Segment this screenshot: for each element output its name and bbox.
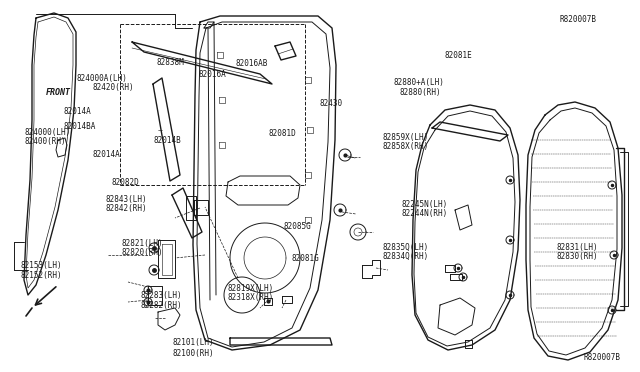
Text: 82014A: 82014A (64, 107, 92, 116)
Text: 82245N(LH): 82245N(LH) (402, 200, 448, 209)
Text: 824000(LH): 824000(LH) (24, 128, 70, 137)
Text: 82244N(RH): 82244N(RH) (402, 209, 448, 218)
Text: 82831(LH): 82831(LH) (557, 243, 598, 252)
Text: 82283(LH): 82283(LH) (141, 291, 182, 300)
Text: 82821(LH): 82821(LH) (122, 239, 163, 248)
Text: 82880+A(LH): 82880+A(LH) (394, 78, 444, 87)
Text: 82318X(RH): 82318X(RH) (227, 293, 273, 302)
Text: 82400(RH): 82400(RH) (24, 137, 66, 146)
Text: 82430: 82430 (320, 99, 343, 108)
Text: 82859X(LH): 82859X(LH) (383, 133, 429, 142)
Text: 82014BA: 82014BA (64, 122, 97, 131)
Text: 82016AB: 82016AB (236, 59, 268, 68)
Text: 82843(LH): 82843(LH) (106, 195, 147, 203)
Text: 82014A: 82014A (93, 150, 120, 159)
Text: R820007B: R820007B (583, 353, 620, 362)
Text: 82819X(LH): 82819X(LH) (227, 284, 273, 293)
Text: 82085G: 82085G (284, 222, 311, 231)
Text: 82880(RH): 82880(RH) (400, 88, 442, 97)
Text: 82152(RH): 82152(RH) (20, 271, 62, 280)
Text: R820007B: R820007B (560, 15, 597, 24)
Text: 82081D: 82081D (269, 129, 296, 138)
Text: 82830(RH): 82830(RH) (557, 252, 598, 261)
Text: FRONT: FRONT (46, 88, 71, 97)
Text: 82081E: 82081E (445, 51, 472, 60)
Text: 82820(RH): 82820(RH) (122, 248, 163, 257)
Text: 82014B: 82014B (154, 136, 181, 145)
Text: 82835Q(LH): 82835Q(LH) (383, 243, 429, 252)
Text: 82082D: 82082D (112, 178, 140, 187)
Text: 82081G: 82081G (291, 254, 319, 263)
Text: 824000A(LH): 824000A(LH) (77, 74, 127, 83)
Text: 82420(RH): 82420(RH) (93, 83, 134, 92)
Text: 82282(RH): 82282(RH) (141, 301, 182, 310)
Text: 82834Q(RH): 82834Q(RH) (383, 252, 429, 261)
Text: 82100(RH): 82100(RH) (173, 349, 214, 358)
Text: 82016A: 82016A (198, 70, 226, 79)
Text: 82838M: 82838M (157, 58, 184, 67)
Text: 82858X(RH): 82858X(RH) (383, 142, 429, 151)
Text: 82101(LH): 82101(LH) (173, 338, 214, 347)
Text: 82842(RH): 82842(RH) (106, 204, 147, 213)
Text: 82153(LH): 82153(LH) (20, 262, 62, 270)
